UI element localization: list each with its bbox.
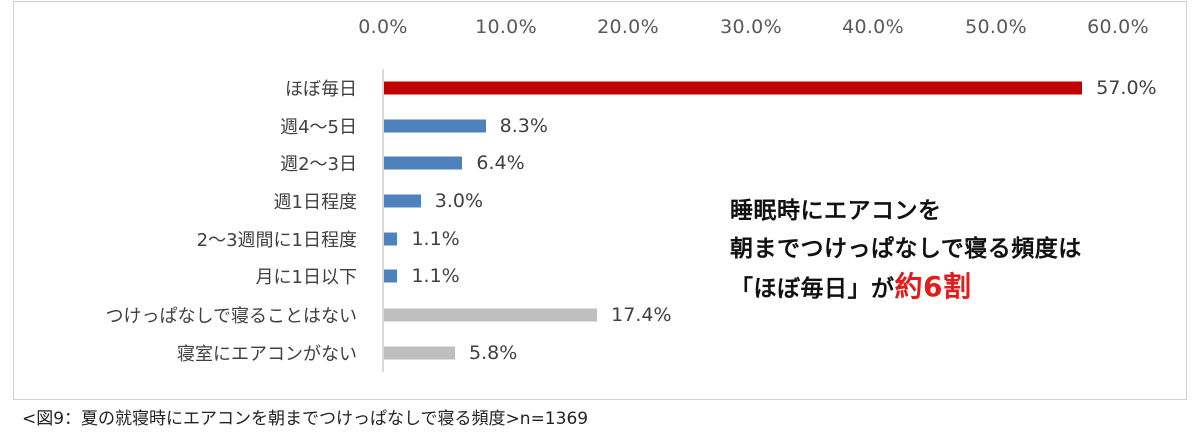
x-tick-label: 20.0%	[597, 16, 659, 38]
callout-line-1: 睡眠時にエアコンを	[730, 198, 942, 224]
bar	[384, 156, 463, 170]
category-label: 週2〜3日	[280, 154, 357, 175]
y-axis-line	[382, 69, 384, 372]
value-label: 3.0%	[434, 190, 484, 212]
chart-frame	[13, 1, 1187, 400]
value-label: 57.0%	[1096, 77, 1157, 99]
category-label: ほぼ毎日	[285, 79, 357, 100]
value-label: 17.4%	[611, 304, 672, 326]
category-label: 月に1日以下	[255, 267, 357, 288]
x-tick-label: 50.0%	[965, 16, 1027, 38]
callout-highlight: 約6割	[894, 270, 972, 303]
category-label: 2〜3週間に1日程度	[196, 230, 357, 251]
bar	[384, 119, 486, 133]
callout-line-3: 「ほぼ毎日」が約6割	[730, 268, 1082, 308]
callout-line-2: 朝までつけっぱなしで寝る頻度は	[730, 236, 1082, 262]
callout-annotation: 睡眠時にエアコンを 朝までつけっぱなしで寝る頻度は 「ほぼ毎日」が約6割	[730, 192, 1082, 308]
bar	[384, 194, 421, 208]
value-label: 1.1%	[411, 265, 460, 287]
value-label: 6.4%	[476, 152, 525, 174]
bar	[384, 346, 456, 360]
bar	[384, 81, 1083, 95]
category-label: 週1日程度	[273, 192, 357, 213]
category-label: 寝室にエアコンがない	[177, 344, 357, 365]
figure-caption: <図9：夏の就寝時にエアコンを朝までつけっぱなしで寝る頻度>n=1369	[22, 409, 589, 429]
category-label: つけっぱなしで寝ることはない	[105, 306, 357, 327]
bar	[384, 232, 398, 246]
value-label: 8.3%	[499, 115, 548, 137]
category-label: 週4〜5日	[280, 117, 357, 138]
x-tick-label: 60.0%	[1087, 16, 1149, 38]
bar	[384, 308, 598, 322]
value-label: 1.1%	[411, 228, 460, 250]
x-tick-label: 30.0%	[720, 16, 782, 38]
callout-prefix: 「ほぼ毎日」が	[730, 276, 895, 302]
value-label: 5.8%	[469, 342, 518, 364]
x-tick-label: 40.0%	[842, 16, 904, 38]
x-tick-label: 0.0%	[358, 16, 408, 38]
x-tick-label: 10.0%	[475, 16, 537, 38]
bar	[384, 269, 398, 283]
